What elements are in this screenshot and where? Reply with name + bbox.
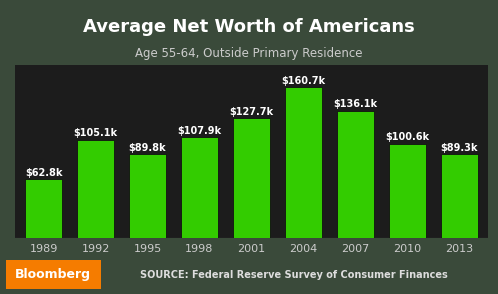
Bar — [25, 179, 62, 238]
Bar — [129, 154, 166, 238]
Text: $160.7k: $160.7k — [281, 76, 326, 86]
Text: SOURCE: Federal Reserve Survey of Consumer Finances: SOURCE: Federal Reserve Survey of Consum… — [140, 270, 448, 280]
Text: $89.3k: $89.3k — [441, 143, 478, 153]
Text: $100.6k: $100.6k — [385, 132, 429, 142]
Text: Age 55-64, Outside Primary Residence: Age 55-64, Outside Primary Residence — [135, 46, 363, 60]
Bar — [441, 154, 478, 238]
Bar — [181, 137, 218, 238]
Text: $89.8k: $89.8k — [128, 143, 166, 153]
Text: Bloomberg: Bloomberg — [15, 268, 91, 281]
Text: $127.7k: $127.7k — [230, 107, 273, 117]
Text: $105.1k: $105.1k — [74, 128, 118, 138]
Bar — [337, 111, 374, 238]
Text: $107.9k: $107.9k — [177, 126, 222, 136]
Bar — [77, 140, 114, 238]
Bar — [285, 87, 322, 238]
Text: Average Net Worth of Americans: Average Net Worth of Americans — [83, 18, 415, 36]
Text: $136.1k: $136.1k — [333, 99, 377, 109]
Bar — [389, 144, 426, 238]
Bar — [6, 260, 101, 289]
Bar — [233, 118, 270, 238]
Text: $62.8k: $62.8k — [25, 168, 62, 178]
